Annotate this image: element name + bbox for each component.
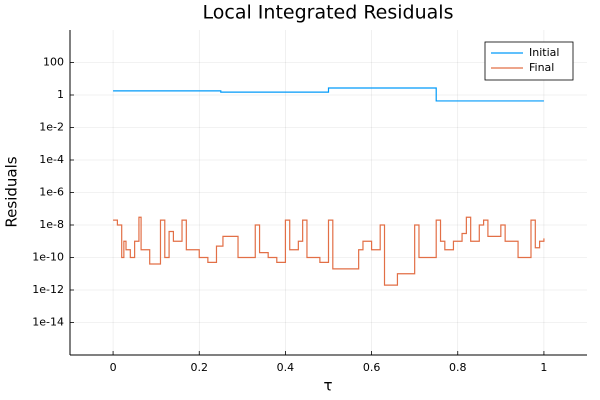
legend-label: Final <box>529 61 554 74</box>
series-line <box>113 87 544 102</box>
y-tick-label: 100 <box>43 56 64 69</box>
chart-title: Local Integrated Residuals <box>203 2 454 24</box>
x-axis-label: τ <box>323 377 332 395</box>
y-tick-label: 1e-8 <box>39 218 64 231</box>
y-tick-label: 1e-4 <box>39 153 64 166</box>
x-tick-label: 0.2 <box>191 361 209 374</box>
y-tick-label: 1e-2 <box>39 121 64 134</box>
y-tick-label: 1e-12 <box>32 283 64 296</box>
y-tick-label: 1e-10 <box>32 251 64 264</box>
x-tick-label: 0.8 <box>449 361 467 374</box>
x-tick-label: 1 <box>540 361 547 374</box>
legend-box <box>484 41 574 81</box>
x-tick-label: 0 <box>110 361 117 374</box>
series-line <box>113 216 545 286</box>
x-tick-label: 0.6 <box>363 361 381 374</box>
legend-label: Initial <box>529 46 559 59</box>
x-tick-label: 0.4 <box>277 361 295 374</box>
y-tick-label: 1e-14 <box>32 316 64 329</box>
y-tick-label: 1 <box>57 88 64 101</box>
y-tick-label: 1e-6 <box>39 186 64 199</box>
y-axis-label: Residuals <box>3 156 21 227</box>
